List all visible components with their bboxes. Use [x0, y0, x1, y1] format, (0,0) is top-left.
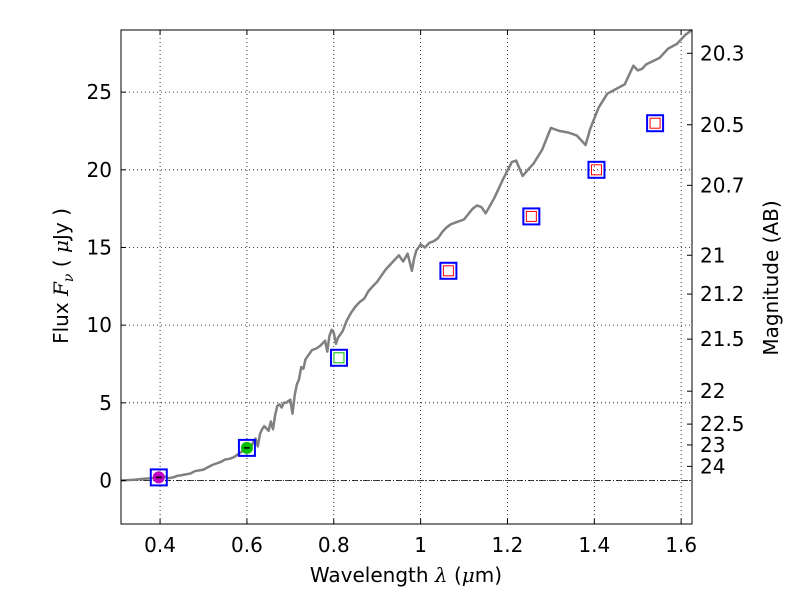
spectrum-line [120, 28, 693, 482]
x-tick-label: 0.6 [231, 533, 263, 557]
magnitude-tick-label: 23 [700, 433, 725, 457]
point-box [587, 160, 606, 179]
magnitude-tick-label: 20.3 [700, 41, 745, 65]
magnitude-tick-label: 24 [700, 454, 725, 478]
point-box [237, 438, 256, 457]
photometry-point-J [522, 207, 541, 226]
magnitude-tick-label: 21 [700, 243, 725, 267]
photometry-point-Y [439, 261, 458, 280]
y-tick-label: 20 [87, 158, 112, 182]
plot-frame [120, 29, 693, 525]
x-tick-label: 1.2 [492, 533, 524, 557]
x-tick-label: 0.8 [318, 533, 350, 557]
x-tick-label: 0.4 [144, 533, 176, 557]
photometry-point-g [237, 438, 256, 457]
point-box [522, 207, 541, 226]
photometry-point-K [646, 114, 665, 133]
tick-labels: 0.4 0.6 0.8 1 1.2 1.4 1.6 0 5 10 15 20 25 20.3 20.5 20.… [87, 41, 745, 557]
point-marker [442, 265, 454, 277]
point-marker [590, 164, 602, 176]
point-box [329, 348, 348, 367]
x-tick-label: 1.6 [665, 533, 697, 557]
y-tick-label: 15 [87, 235, 112, 259]
y-tick-label: 0 [99, 469, 112, 493]
point-marker [649, 117, 661, 129]
point-box [439, 261, 458, 280]
photometry-points [149, 114, 665, 487]
y-tick-label: 10 [87, 313, 112, 337]
series-layer [120, 28, 693, 482]
axis-ticks [121, 30, 692, 524]
point-marker [525, 210, 537, 222]
magnitude-tick-label: 22 [700, 379, 725, 403]
x-axis-title: Wavelength λ (μm) [310, 563, 502, 587]
y-tick-label: 5 [99, 391, 112, 415]
y-tick-label: 25 [87, 80, 112, 104]
magnitude-tick-label: 20.7 [700, 173, 745, 197]
y-axis-title: Flux Fν ( μJy ) [49, 208, 77, 344]
magnitude-tick-label: 21.5 [700, 327, 745, 351]
magnitude-tick-label: 20.5 [700, 113, 745, 137]
x-tick-label: 1.4 [578, 533, 610, 557]
magnitude-tick-label: 22.5 [700, 412, 745, 436]
photometry-point-z [329, 348, 348, 367]
point-box [149, 468, 168, 487]
photometry-point-H [587, 160, 606, 179]
photometry-point-u [149, 468, 168, 487]
x-tick-label: 1 [414, 533, 427, 557]
point-box [646, 114, 665, 133]
grid-lines [121, 30, 692, 524]
point-marker [333, 352, 345, 364]
magnitude-tick-label: 21.2 [700, 282, 745, 306]
y2-axis-title: Magnitude (AB) [759, 200, 783, 355]
